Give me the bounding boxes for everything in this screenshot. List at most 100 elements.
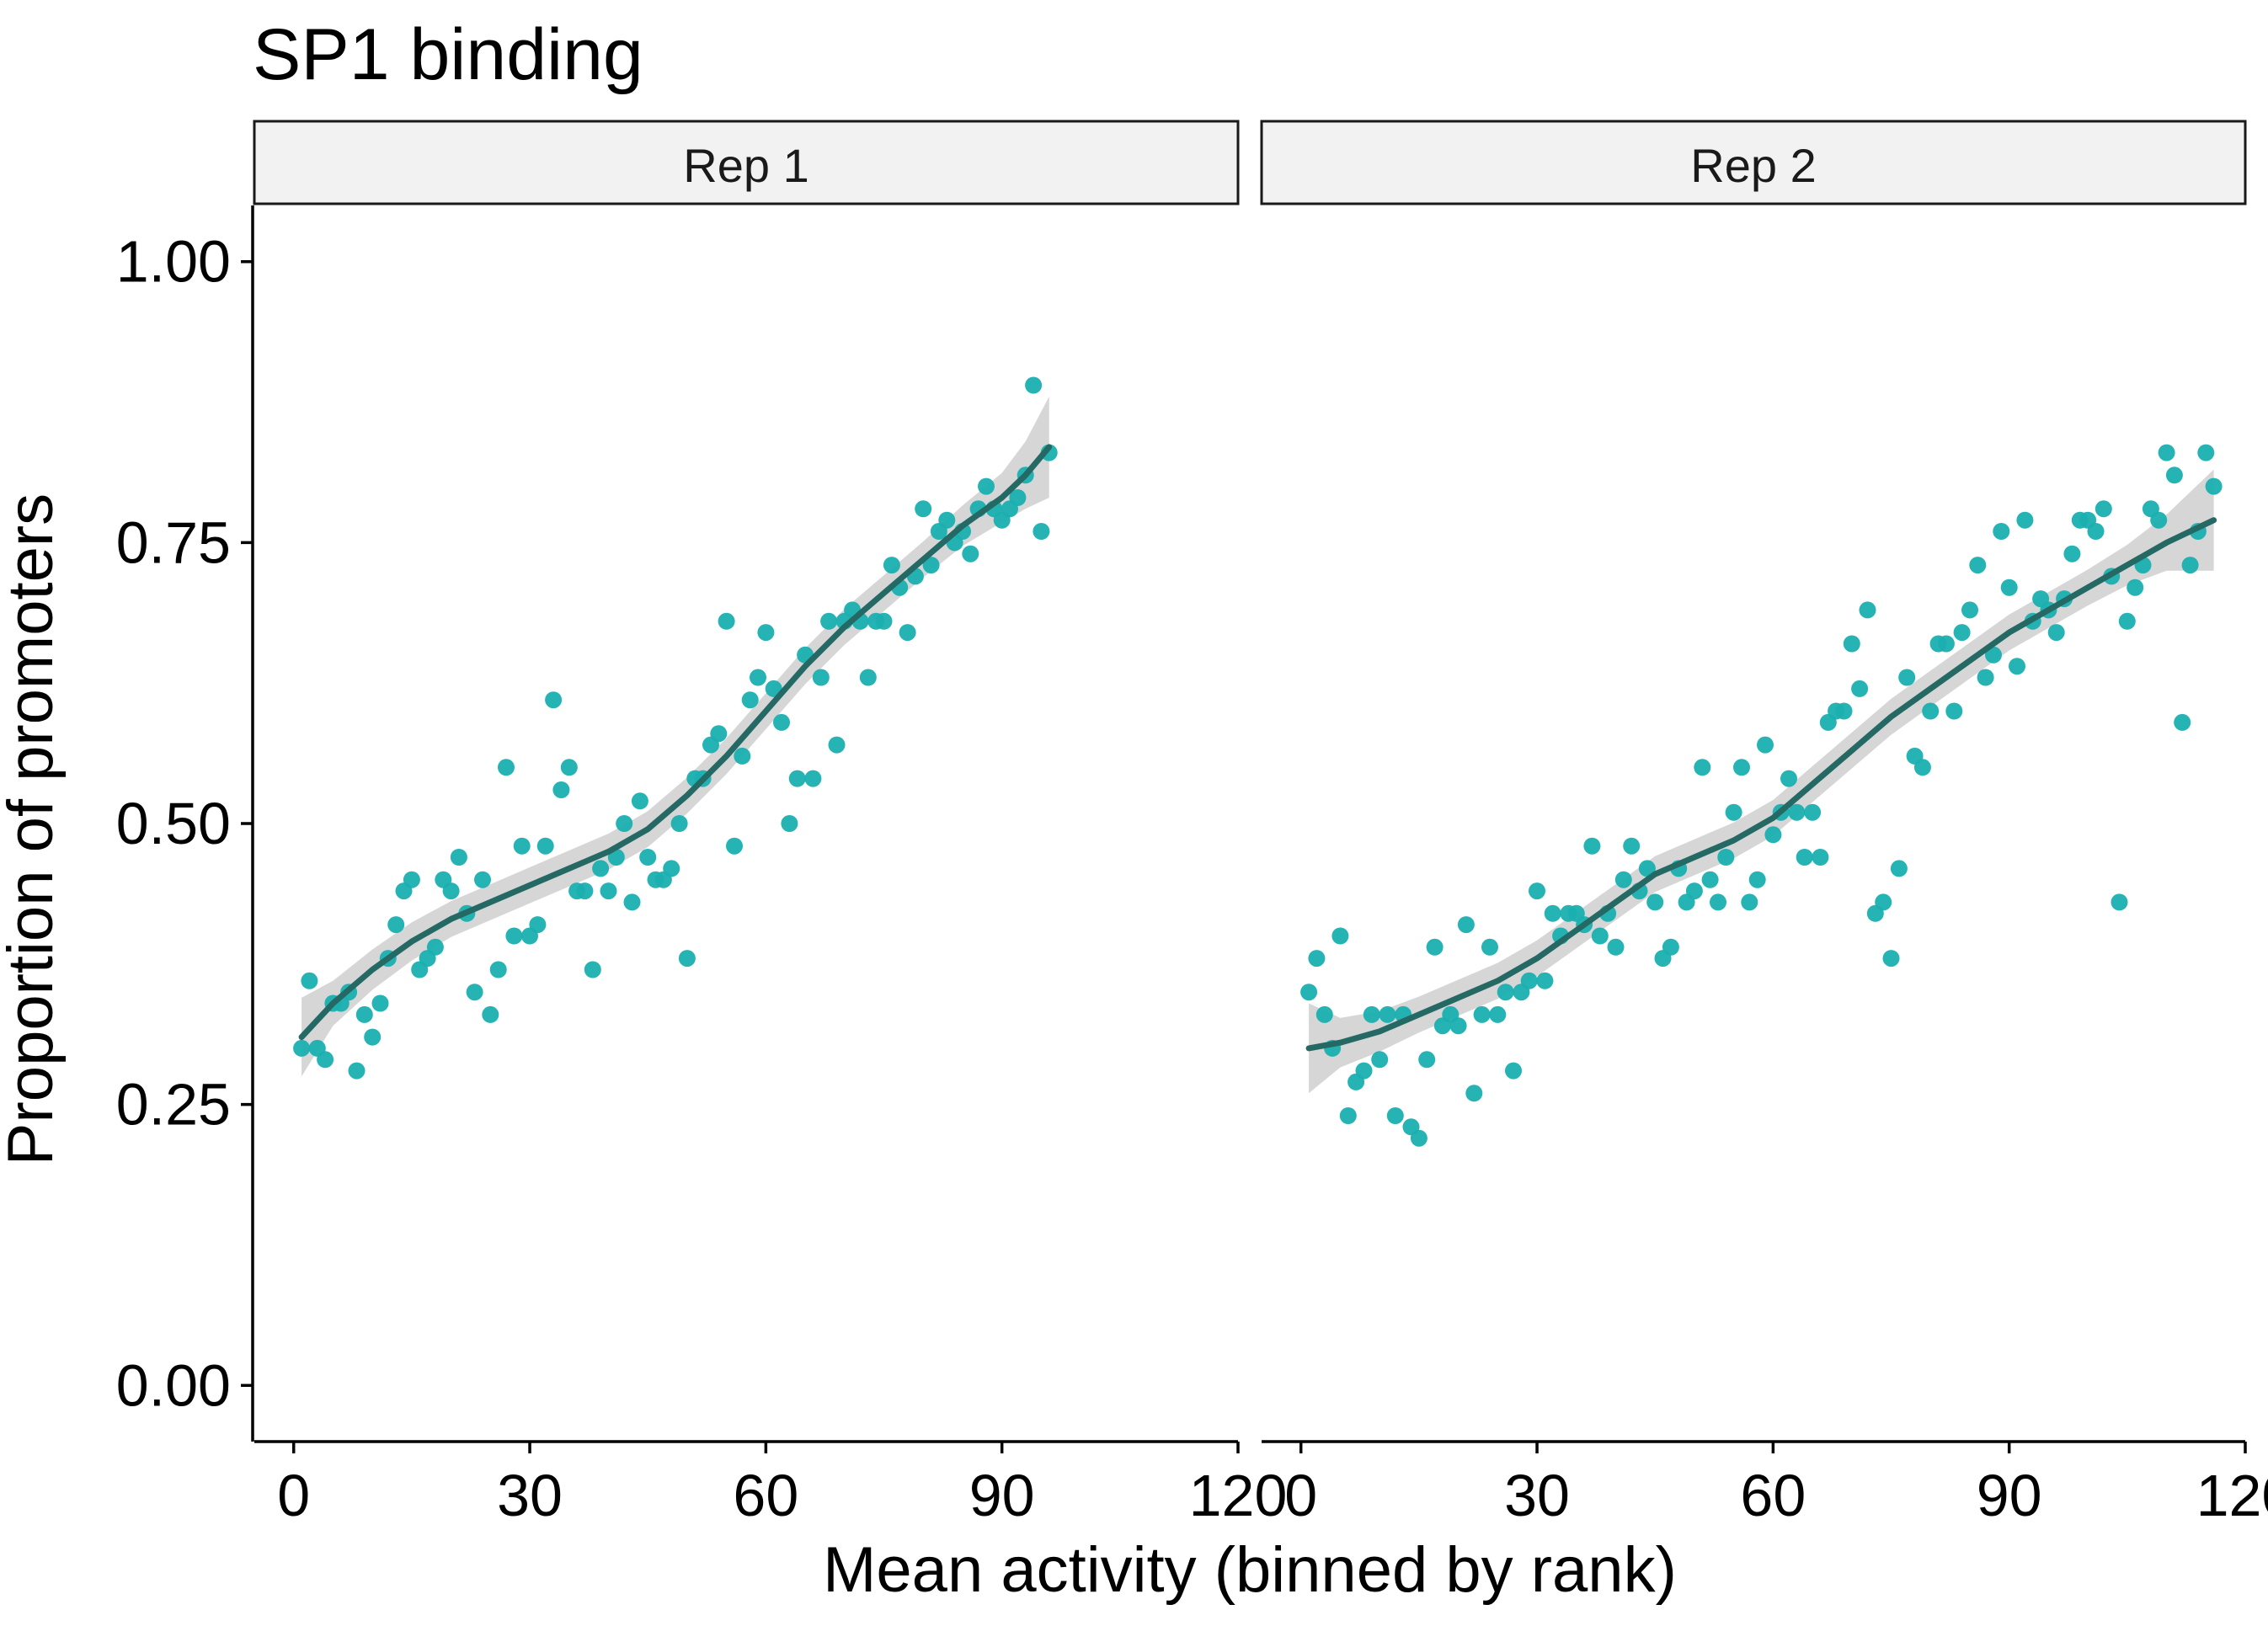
data-point: [474, 871, 491, 888]
data-point: [670, 815, 688, 832]
data-point: [1985, 646, 2002, 664]
data-point: [1418, 1051, 1436, 1069]
data-point: [1875, 893, 1892, 911]
data-point: [2165, 466, 2183, 484]
data-point: [1764, 826, 1782, 844]
data-point: [450, 849, 467, 866]
data-point: [1953, 624, 1971, 642]
data-point: [301, 972, 318, 989]
data-point: [1859, 601, 1876, 619]
data-point: [639, 849, 657, 866]
data-point: [482, 1005, 499, 1023]
data-point: [623, 893, 641, 911]
data-point: [1890, 860, 1908, 877]
data-point: [2095, 500, 2112, 518]
x-tick-label: 30: [1504, 1463, 1570, 1528]
data-point: [1371, 1051, 1389, 1069]
data-point: [1835, 702, 1853, 720]
panel-rep-2: Rep 2 0 30 60 90 120: [1260, 120, 2268, 1528]
data-point: [1646, 893, 1664, 911]
data-point: [1009, 489, 1027, 506]
data-point: [788, 770, 806, 787]
data-point: [1505, 1062, 1522, 1080]
data-point: [1355, 1062, 1373, 1080]
data-point: [781, 815, 798, 832]
data-point: [1961, 601, 1978, 619]
data-point: [1993, 523, 2010, 540]
data-point: [1033, 523, 1050, 540]
data-point: [757, 624, 775, 642]
data-point: [1339, 1107, 1357, 1124]
data-point: [773, 713, 790, 731]
data-point: [1725, 803, 1742, 821]
y-tick-label: 0.25: [116, 1072, 231, 1138]
data-point: [859, 669, 877, 686]
strip-rep-2: [1260, 120, 2247, 205]
data-point: [1607, 938, 1625, 956]
data-point: [466, 984, 483, 1001]
data-point: [1544, 904, 1561, 922]
data-point: [922, 557, 940, 574]
data-point: [2118, 612, 2136, 630]
data-point: [804, 770, 822, 787]
data-point: [489, 961, 507, 978]
data-point: [718, 612, 735, 630]
data-point: [1489, 1005, 1507, 1023]
data-point: [1308, 950, 1326, 968]
data-point: [536, 837, 554, 855]
y-tick-label: 0.75: [116, 509, 231, 575]
data-point: [529, 916, 547, 934]
data-point: [552, 781, 570, 798]
chart-title: SP1 binding: [253, 14, 643, 95]
data-point: [828, 736, 846, 754]
data-point: [2063, 545, 2081, 562]
data-point: [875, 612, 893, 630]
data-point: [1757, 736, 1774, 754]
data-point: [584, 961, 601, 978]
data-point: [505, 927, 523, 945]
data-point: [607, 849, 625, 866]
data-point: [498, 759, 515, 776]
data-point: [1386, 1107, 1404, 1124]
data-point: [1969, 557, 1987, 574]
data-point: [2016, 511, 2034, 529]
data-point: [883, 557, 900, 574]
data-point: [1882, 950, 1900, 968]
data-point: [2174, 713, 2191, 731]
data-point: [1922, 702, 1940, 720]
y-tick-label: 1.00: [116, 229, 231, 295]
data-point: [1843, 635, 1860, 653]
data-point: [1497, 984, 1514, 1001]
scatter-points-rep-1: [293, 376, 1058, 1080]
data-point: [726, 837, 743, 855]
data-point: [1913, 759, 1931, 776]
data-point: [616, 815, 633, 832]
strip-label-rep-1: Rep 1: [683, 139, 808, 192]
data-point: [1465, 1085, 1483, 1102]
data-point: [1937, 635, 1955, 653]
data-point: [978, 477, 995, 495]
x-tick-label: 0: [277, 1463, 310, 1528]
data-point: [1583, 837, 1601, 855]
data-point: [545, 691, 563, 709]
data-point: [317, 1051, 334, 1069]
data-point: [1701, 871, 1719, 888]
data-point: [1449, 1017, 1467, 1035]
data-point: [1614, 871, 1632, 888]
data-point: [1529, 882, 1545, 900]
data-point: [592, 860, 610, 877]
data-point: [710, 725, 728, 743]
x-tick-label: 90: [1977, 1463, 2042, 1528]
data-point: [1426, 938, 1444, 956]
x-tick-label: 30: [497, 1463, 563, 1528]
data-point: [2009, 658, 2025, 675]
scatter-points-rep-2: [1300, 444, 2223, 1147]
data-point: [1812, 849, 1829, 866]
data-point: [2158, 444, 2175, 461]
data-point: [513, 837, 531, 855]
data-point: [1710, 893, 1726, 911]
data-point: [741, 691, 759, 709]
strip-rep-1: [253, 120, 1240, 205]
data-point: [1662, 938, 1679, 956]
data-point: [1788, 803, 1806, 821]
